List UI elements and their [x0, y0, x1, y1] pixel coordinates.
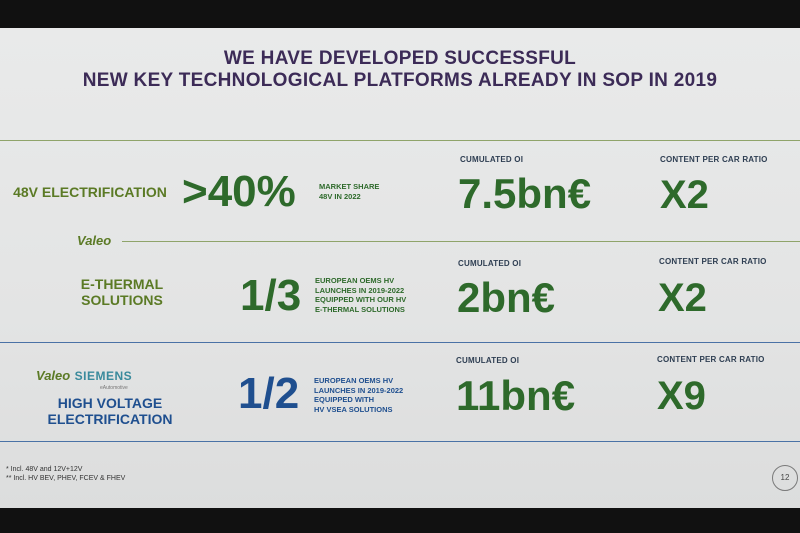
- separator-middle: [0, 342, 800, 343]
- row2-oi-value: 2bn€: [457, 274, 556, 321]
- valeo-siemens-logo-sub: eAutomotive: [100, 385, 128, 391]
- row1-oi-value: 7.5bn€: [458, 170, 592, 217]
- slide-title-line1: WE HAVE DEVELOPED SUCCESSFUL: [223, 48, 577, 69]
- row1-ratio-caption: CONTENT PER CAR RATIO: [660, 155, 768, 164]
- slide-title-line2: NEW KEY TECHNOLOGICAL PLATFORMS ALREADY …: [82, 70, 718, 91]
- row2-ratio-caption: CONTENT PER CAR RATIO: [659, 257, 767, 266]
- row3-ratio-value: X9: [657, 374, 706, 418]
- valeo-logo: Valeo: [77, 233, 112, 248]
- slide: WE HAVE DEVELOPED SUCCESSFUL NEW KEY TEC…: [0, 28, 800, 508]
- row1-oi-caption: CUMULATED OI: [460, 155, 524, 164]
- valeo-siemens-logo-siemens: SIEMENS: [74, 369, 133, 383]
- row3-oi-caption: CUMULATED OI: [456, 356, 520, 365]
- footnote-1: * Incl. 48V and 12V+12V: [6, 466, 83, 473]
- row3-ratio-caption: CONTENT PER CAR RATIO: [657, 355, 765, 364]
- page-number: 12: [772, 465, 798, 491]
- footnote-2: ** Incl. HV BEV, PHEV, FCEV & FHEV: [6, 475, 126, 482]
- row2-description: EUROPEAN OEMS HV LAUNCHES IN 2019-2022 EQU…: [315, 276, 407, 314]
- row2-oi-caption: CUMULATED OI: [458, 259, 522, 268]
- row1-ratio-value: X2: [660, 173, 709, 217]
- row2-big-value: 1/3: [240, 271, 302, 320]
- row3-label: HIGH VOLTAGE ELECTRIFICATION: [47, 395, 173, 427]
- row3-description: EUROPEAN OEMS HV LAUNCHES IN 2019-2022 EQU…: [314, 376, 404, 414]
- separator-valeo: [122, 241, 800, 242]
- separator-bottom: [0, 441, 800, 442]
- row2-ratio-value: X2: [658, 276, 707, 320]
- row3-oi-value: 11bn€: [456, 372, 576, 419]
- row2-label: E-THERMAL SOLUTIONS: [80, 276, 164, 308]
- footnotes: * Incl. 48V and 12V+12V ** Incl. HV BEV,…: [6, 465, 125, 483]
- separator-top: [0, 140, 800, 141]
- row3-big-value: 1/2: [238, 369, 300, 418]
- row1-big-value: >40%: [182, 167, 296, 216]
- valeo-siemens-logo-valeo: Valeo: [36, 368, 71, 383]
- row1-description: MARKET SHARE 48V IN 2022: [319, 182, 380, 201]
- valeo-siemens-logo: Valeo SIEMENS eAutomotive: [36, 367, 132, 391]
- row1-label: 48V ELECTRIFICATION: [13, 184, 167, 200]
